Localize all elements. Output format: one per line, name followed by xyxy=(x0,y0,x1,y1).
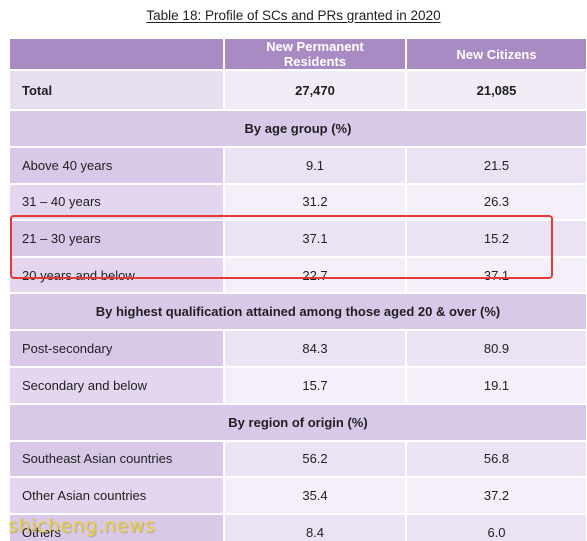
row-label: Others xyxy=(8,512,225,541)
table-row: Secondary and below 15.7 19.1 xyxy=(8,365,587,405)
section-header-age: By age group (%) xyxy=(8,109,587,148)
header-new-citizens: New Citizens xyxy=(405,37,587,71)
section-title: By region of origin (%) xyxy=(8,402,587,442)
row-label: Secondary and below xyxy=(8,365,225,405)
row-prs-value: 56.2 xyxy=(223,439,407,479)
total-row: Total 27,470 21,085 xyxy=(8,69,587,111)
row-prs-value: 31.2 xyxy=(223,182,407,222)
row-citizens-value: 37.1 xyxy=(405,255,587,295)
row-label: 31 – 40 years xyxy=(8,182,225,222)
table-row: Above 40 years 9.1 21.5 xyxy=(8,146,587,185)
table-row: 31 – 40 years 31.2 26.3 xyxy=(8,182,587,222)
row-prs-value: 84.3 xyxy=(223,329,407,368)
row-citizens-value: 80.9 xyxy=(405,329,587,368)
section-title: By highest qualification attained among … xyxy=(8,292,587,332)
table-row: 20 years and below 22.7 37.1 xyxy=(8,255,587,295)
table-row: Southeast Asian countries 56.2 56.8 xyxy=(8,439,587,479)
row-label: 20 years and below xyxy=(8,255,225,295)
row-prs-value: 15.7 xyxy=(223,365,407,405)
watermark-text: shicheng.news xyxy=(8,515,156,537)
row-label: 21 – 30 years xyxy=(8,219,225,258)
section-header-region: By region of origin (%) xyxy=(8,402,587,442)
row-citizens-value: 56.8 xyxy=(405,439,587,479)
total-prs: 27,470 xyxy=(223,69,407,111)
row-label: Above 40 years xyxy=(8,146,225,185)
row-citizens-value: 37.2 xyxy=(405,476,587,515)
row-citizens-value: 6.0 xyxy=(405,512,587,541)
table-row: Post-secondary 84.3 80.9 xyxy=(8,329,587,368)
row-prs-value: 8.4 xyxy=(223,512,407,541)
table-caption: Table 18: Profile of SCs and PRs granted… xyxy=(146,8,441,23)
table-row: Others 8.4 6.0 xyxy=(8,512,587,541)
row-prs-value: 35.4 xyxy=(223,476,407,515)
section-header-qualification: By highest qualification attained among … xyxy=(8,292,587,332)
table-row: 21 – 30 years 37.1 15.2 xyxy=(8,219,587,258)
row-label: Post-secondary xyxy=(8,329,225,368)
section-title: By age group (%) xyxy=(8,109,587,148)
table-header-row: New Permanent Residents New Citizens xyxy=(8,37,587,71)
table-row: Other Asian countries 35.4 37.2 xyxy=(8,476,587,515)
row-prs-value: 22.7 xyxy=(223,255,407,295)
row-citizens-value: 21.5 xyxy=(405,146,587,185)
row-prs-value: 37.1 xyxy=(223,219,407,258)
row-label: Southeast Asian countries xyxy=(8,439,225,479)
row-prs-value: 9.1 xyxy=(223,146,407,185)
total-label: Total xyxy=(8,69,225,111)
row-citizens-value: 15.2 xyxy=(405,219,587,258)
row-citizens-value: 26.3 xyxy=(405,182,587,222)
total-citizens: 21,085 xyxy=(405,69,587,111)
profile-table: New Permanent Residents New Citizens Tot… xyxy=(8,37,587,541)
header-cell-blank xyxy=(8,37,225,71)
header-new-prs: New Permanent Residents xyxy=(223,37,407,71)
row-citizens-value: 19.1 xyxy=(405,365,587,405)
row-label: Other Asian countries xyxy=(8,476,225,515)
